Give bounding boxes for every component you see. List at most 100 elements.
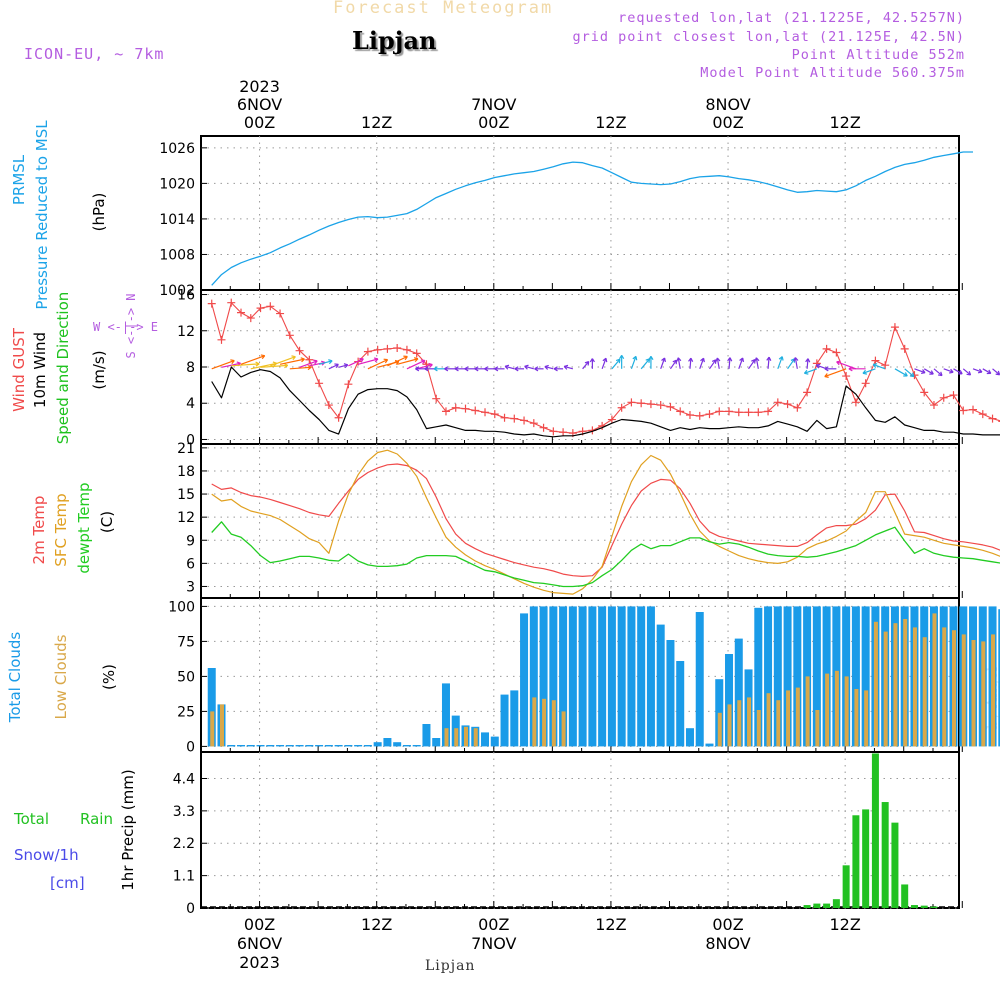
- pressure-ytick-label: 1002: [159, 283, 195, 299]
- total-cloud-bar: [324, 745, 333, 747]
- total-cloud-bar: [754, 607, 763, 747]
- gust-marker: [744, 408, 753, 417]
- total-cloud-bar: [237, 745, 246, 747]
- wind-direction-arrowhead: [420, 359, 426, 365]
- temperature-ytick-label: 15: [177, 487, 195, 503]
- wind-direction-arrow: [406, 359, 426, 370]
- gust-marker: [451, 403, 460, 412]
- meteogram-title: Forecast Meteogram: [333, 0, 554, 18]
- gust-marker: [393, 343, 402, 352]
- wind-direction-arrowhead: [937, 371, 943, 377]
- gust-marker: [276, 309, 285, 318]
- gust-marker: [471, 406, 480, 415]
- clouds-ytick-label: 75: [177, 634, 195, 650]
- total-cloud-bar: [598, 606, 607, 747]
- gust-marker: [646, 400, 655, 409]
- gust-marker: [832, 348, 841, 357]
- total-cloud-bar: [432, 738, 441, 747]
- wind-direction-arrowhead: [428, 362, 433, 368]
- wind-direction-arrowhead: [676, 357, 682, 362]
- temp-unit: (C): [98, 511, 116, 533]
- wind-direction-arrowhead: [958, 370, 963, 375]
- total-cloud-bar: [607, 606, 616, 747]
- total-cloud-bar: [305, 745, 314, 747]
- gust-marker: [363, 347, 372, 356]
- wind-direction-arrowhead: [872, 363, 878, 368]
- precipitation-ytick-label: 1.1: [173, 869, 195, 885]
- total-cloud-bar: [276, 745, 285, 747]
- low-cloud-bar: [737, 700, 742, 747]
- total-cloud-bar: [402, 745, 411, 747]
- gust-marker: [764, 407, 773, 416]
- wind-direction-arrow: [582, 361, 590, 370]
- total-cloud-bar: [705, 743, 714, 747]
- wind-direction-arrow: [270, 356, 296, 367]
- wind-direction-arrow: [504, 365, 515, 370]
- top-time-label: 2023: [239, 77, 280, 96]
- low-cloud-bar: [942, 627, 947, 747]
- gust-marker: [822, 344, 831, 353]
- bottom-time-label: 6NOV: [237, 934, 282, 953]
- precip-unit: 1hr Precip (mm): [119, 769, 137, 890]
- low-cloud-bar: [883, 631, 888, 747]
- wind-direction-arrowhead: [739, 357, 745, 363]
- total-cloud-bar: [627, 606, 636, 747]
- total-cloud-bar: [637, 606, 646, 747]
- wind-direction-arrowhead: [300, 357, 305, 363]
- footer-location: Lipjan: [425, 958, 476, 974]
- wind-direction-arrow: [640, 358, 650, 370]
- wind-direction-arrowhead: [307, 364, 312, 371]
- wind-direction-arrowhead: [524, 364, 529, 370]
- wind-direction-arrowhead: [862, 369, 868, 375]
- total-cloud-bar: [568, 606, 577, 747]
- wind-direction-arrow: [328, 363, 339, 370]
- gust-marker: [871, 356, 880, 365]
- precipitation-ytick-label: 4.4: [173, 771, 195, 787]
- wind-direction-arrowhead: [615, 358, 621, 364]
- wind-ytick-label: 0: [186, 432, 195, 448]
- total-cloud-bar: [481, 732, 490, 747]
- total-cloud-bar: [578, 606, 587, 747]
- rain-bar: [871, 753, 879, 908]
- wind-direction-arrowhead: [343, 363, 349, 369]
- low-cloud-bar: [825, 673, 830, 747]
- wind-direction-arrow: [357, 358, 379, 365]
- wind-direction-arrow: [962, 368, 971, 376]
- rain-bar: [920, 905, 928, 908]
- gust-marker: [627, 398, 636, 407]
- gust-marker: [285, 331, 294, 340]
- temperature-ytick-label: 9: [186, 533, 195, 549]
- total-cloud-bar: [773, 606, 782, 747]
- gust-marker: [900, 344, 909, 353]
- pressure-label-msl: Pressure Reduced to MSL: [33, 120, 51, 310]
- total-cloud-bar: [695, 612, 704, 747]
- total-cloud-bar: [676, 661, 685, 747]
- low-cloud-bar: [873, 621, 878, 747]
- wind-direction-arrow: [416, 364, 433, 370]
- location-title: Lipjan: [352, 26, 437, 55]
- wind-direction-arrow: [611, 358, 621, 370]
- wind-direction-arrow: [669, 359, 677, 370]
- wind-direction-arrowhead: [504, 364, 510, 370]
- bottom-time-label: 8NOV: [705, 934, 750, 953]
- total-cloud-bar: [315, 745, 324, 747]
- temperature-ytick-label: 18: [177, 464, 195, 480]
- total-cloud-bar: [998, 609, 1000, 747]
- wind-direction-arrow: [260, 364, 288, 368]
- wind-direction-arrow: [794, 357, 798, 369]
- rain-bar: [910, 905, 918, 908]
- precip-label-snow: Snow/1h: [14, 846, 79, 864]
- wind-direction-arrowhead: [584, 360, 590, 366]
- gust-marker: [334, 413, 343, 422]
- bottom-time-label: 00Z: [712, 915, 743, 934]
- wind-direction-arrowhead: [824, 373, 829, 378]
- gust-marker: [978, 410, 987, 419]
- low-cloud-bar: [776, 700, 781, 747]
- low-cloud-bar: [795, 687, 800, 747]
- wind-direction-arrowhead: [793, 357, 799, 362]
- gust-marker: [656, 401, 665, 410]
- clouds-ytick-label: 100: [168, 599, 195, 615]
- wind-direction-arrow: [677, 357, 681, 369]
- wind-direction-arrow: [738, 357, 744, 370]
